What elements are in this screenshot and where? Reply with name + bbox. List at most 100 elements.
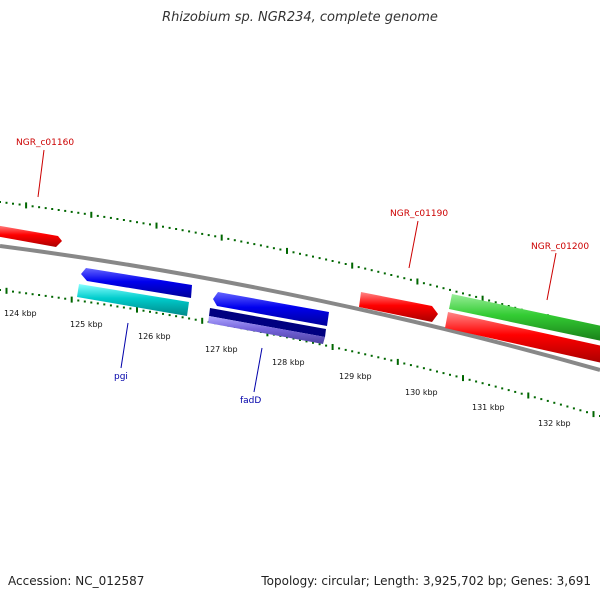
minor-tick [188, 230, 191, 233]
minor-tick [96, 214, 99, 217]
minor-tick [390, 274, 393, 276]
minor-tick [44, 207, 47, 210]
genome-backbone [0, 244, 600, 372]
minor-tick [390, 359, 393, 362]
minor-tick [292, 251, 295, 254]
major-tick [90, 211, 93, 218]
label-NGR_c01160: NGR_c01160 [16, 138, 74, 148]
minor-tick [370, 354, 373, 357]
minor-tick [422, 367, 425, 370]
minor-tick [507, 305, 510, 307]
minor-tick [31, 293, 34, 296]
minor-tick [501, 303, 504, 306]
minor-tick [429, 368, 432, 371]
kbp-label: 126 kbp [138, 332, 171, 341]
minor-tick [442, 372, 445, 375]
minor-tick [586, 411, 588, 414]
major-tick [220, 234, 223, 241]
minor-tick [357, 351, 360, 354]
minor-tick [475, 295, 478, 298]
major-tick [155, 222, 158, 229]
minor-tick [38, 294, 41, 296]
minor-tick [109, 216, 112, 219]
minor-tick [116, 218, 119, 220]
minor-tick [449, 373, 451, 376]
minor-tick [318, 343, 321, 346]
major-tick [136, 306, 138, 313]
minor-tick [155, 311, 158, 314]
minor-tick [0, 201, 1, 203]
minor-tick [325, 258, 328, 261]
minor-tick [25, 292, 28, 295]
minor-tick [253, 243, 256, 246]
map-title: Rhizobium sp. NGR234, complete genome [162, 10, 438, 25]
connector-pgi [120, 322, 129, 369]
minor-tick [422, 282, 425, 285]
gene-fadD[interactable] [209, 308, 326, 337]
gene-pgi[interactable] [77, 284, 189, 316]
minor-tick [416, 365, 419, 368]
gene-blue-left[interactable] [81, 268, 192, 298]
minor-tick [188, 317, 191, 320]
label-connectors [37, 149, 557, 393]
minor-tick [57, 296, 60, 299]
minor-tick [299, 252, 301, 255]
minor-tick [266, 245, 269, 248]
minor-tick [5, 201, 8, 204]
minor-tick [96, 302, 99, 305]
gene-features [0, 225, 600, 363]
major-tick [481, 295, 484, 302]
minor-tick [540, 398, 543, 401]
kbp-label: 130 kbp [405, 388, 438, 397]
minor-tick [122, 219, 125, 221]
gene-NGR_c01200[interactable] [449, 294, 600, 341]
minor-tick [227, 237, 230, 240]
minor-tick [377, 356, 380, 359]
minor-tick [77, 211, 80, 214]
minor-tick [83, 300, 86, 303]
minor-tick [44, 294, 47, 297]
minor-tick [475, 380, 478, 383]
minor-tick [377, 270, 380, 273]
minor-tick [175, 228, 178, 230]
minor-tick [149, 310, 151, 313]
minor-tick [501, 387, 504, 390]
major-tick [286, 247, 288, 254]
gene-red-lower-right[interactable] [445, 312, 600, 363]
minor-tick [507, 389, 510, 392]
connector-fadD [253, 347, 263, 393]
gene-purple[interactable] [208, 316, 325, 344]
minor-tick [279, 248, 282, 251]
minor-tick [312, 341, 314, 344]
minor-tick [175, 315, 178, 318]
minor-tick [103, 303, 106, 306]
minor-tick [201, 232, 204, 235]
minor-tick [259, 244, 262, 247]
minor-tick [51, 208, 54, 210]
gene-blue-middle[interactable] [213, 292, 329, 326]
gene-NGR_c01190[interactable] [359, 292, 438, 322]
minor-tick [514, 390, 517, 393]
major-tick [351, 262, 354, 269]
minor-tick [533, 396, 536, 399]
kbp-labels: 124 kbp 125 kbp 126 kbp 127 kbp 128 kbp … [4, 309, 571, 428]
major-tick [396, 358, 399, 365]
minor-tick [403, 277, 406, 280]
minor-tick [109, 304, 112, 307]
minor-tick [383, 357, 386, 360]
minor-tick [162, 312, 164, 315]
minor-tick [462, 292, 464, 295]
minor-tick [31, 205, 34, 208]
label-NGR_c01190: NGR_c01190 [390, 209, 448, 219]
minor-tick [494, 301, 497, 304]
minor-tick [488, 383, 491, 386]
gene-NGR_c01160[interactable] [0, 225, 62, 247]
kbp-label: 128 kbp [272, 358, 305, 367]
minor-tick [312, 255, 314, 258]
minor-tick [142, 309, 145, 312]
minor-tick [559, 403, 562, 406]
minor-tick [162, 225, 164, 228]
minor-tick [494, 385, 497, 388]
minor-tick [436, 285, 438, 288]
minor-tick [18, 203, 21, 206]
